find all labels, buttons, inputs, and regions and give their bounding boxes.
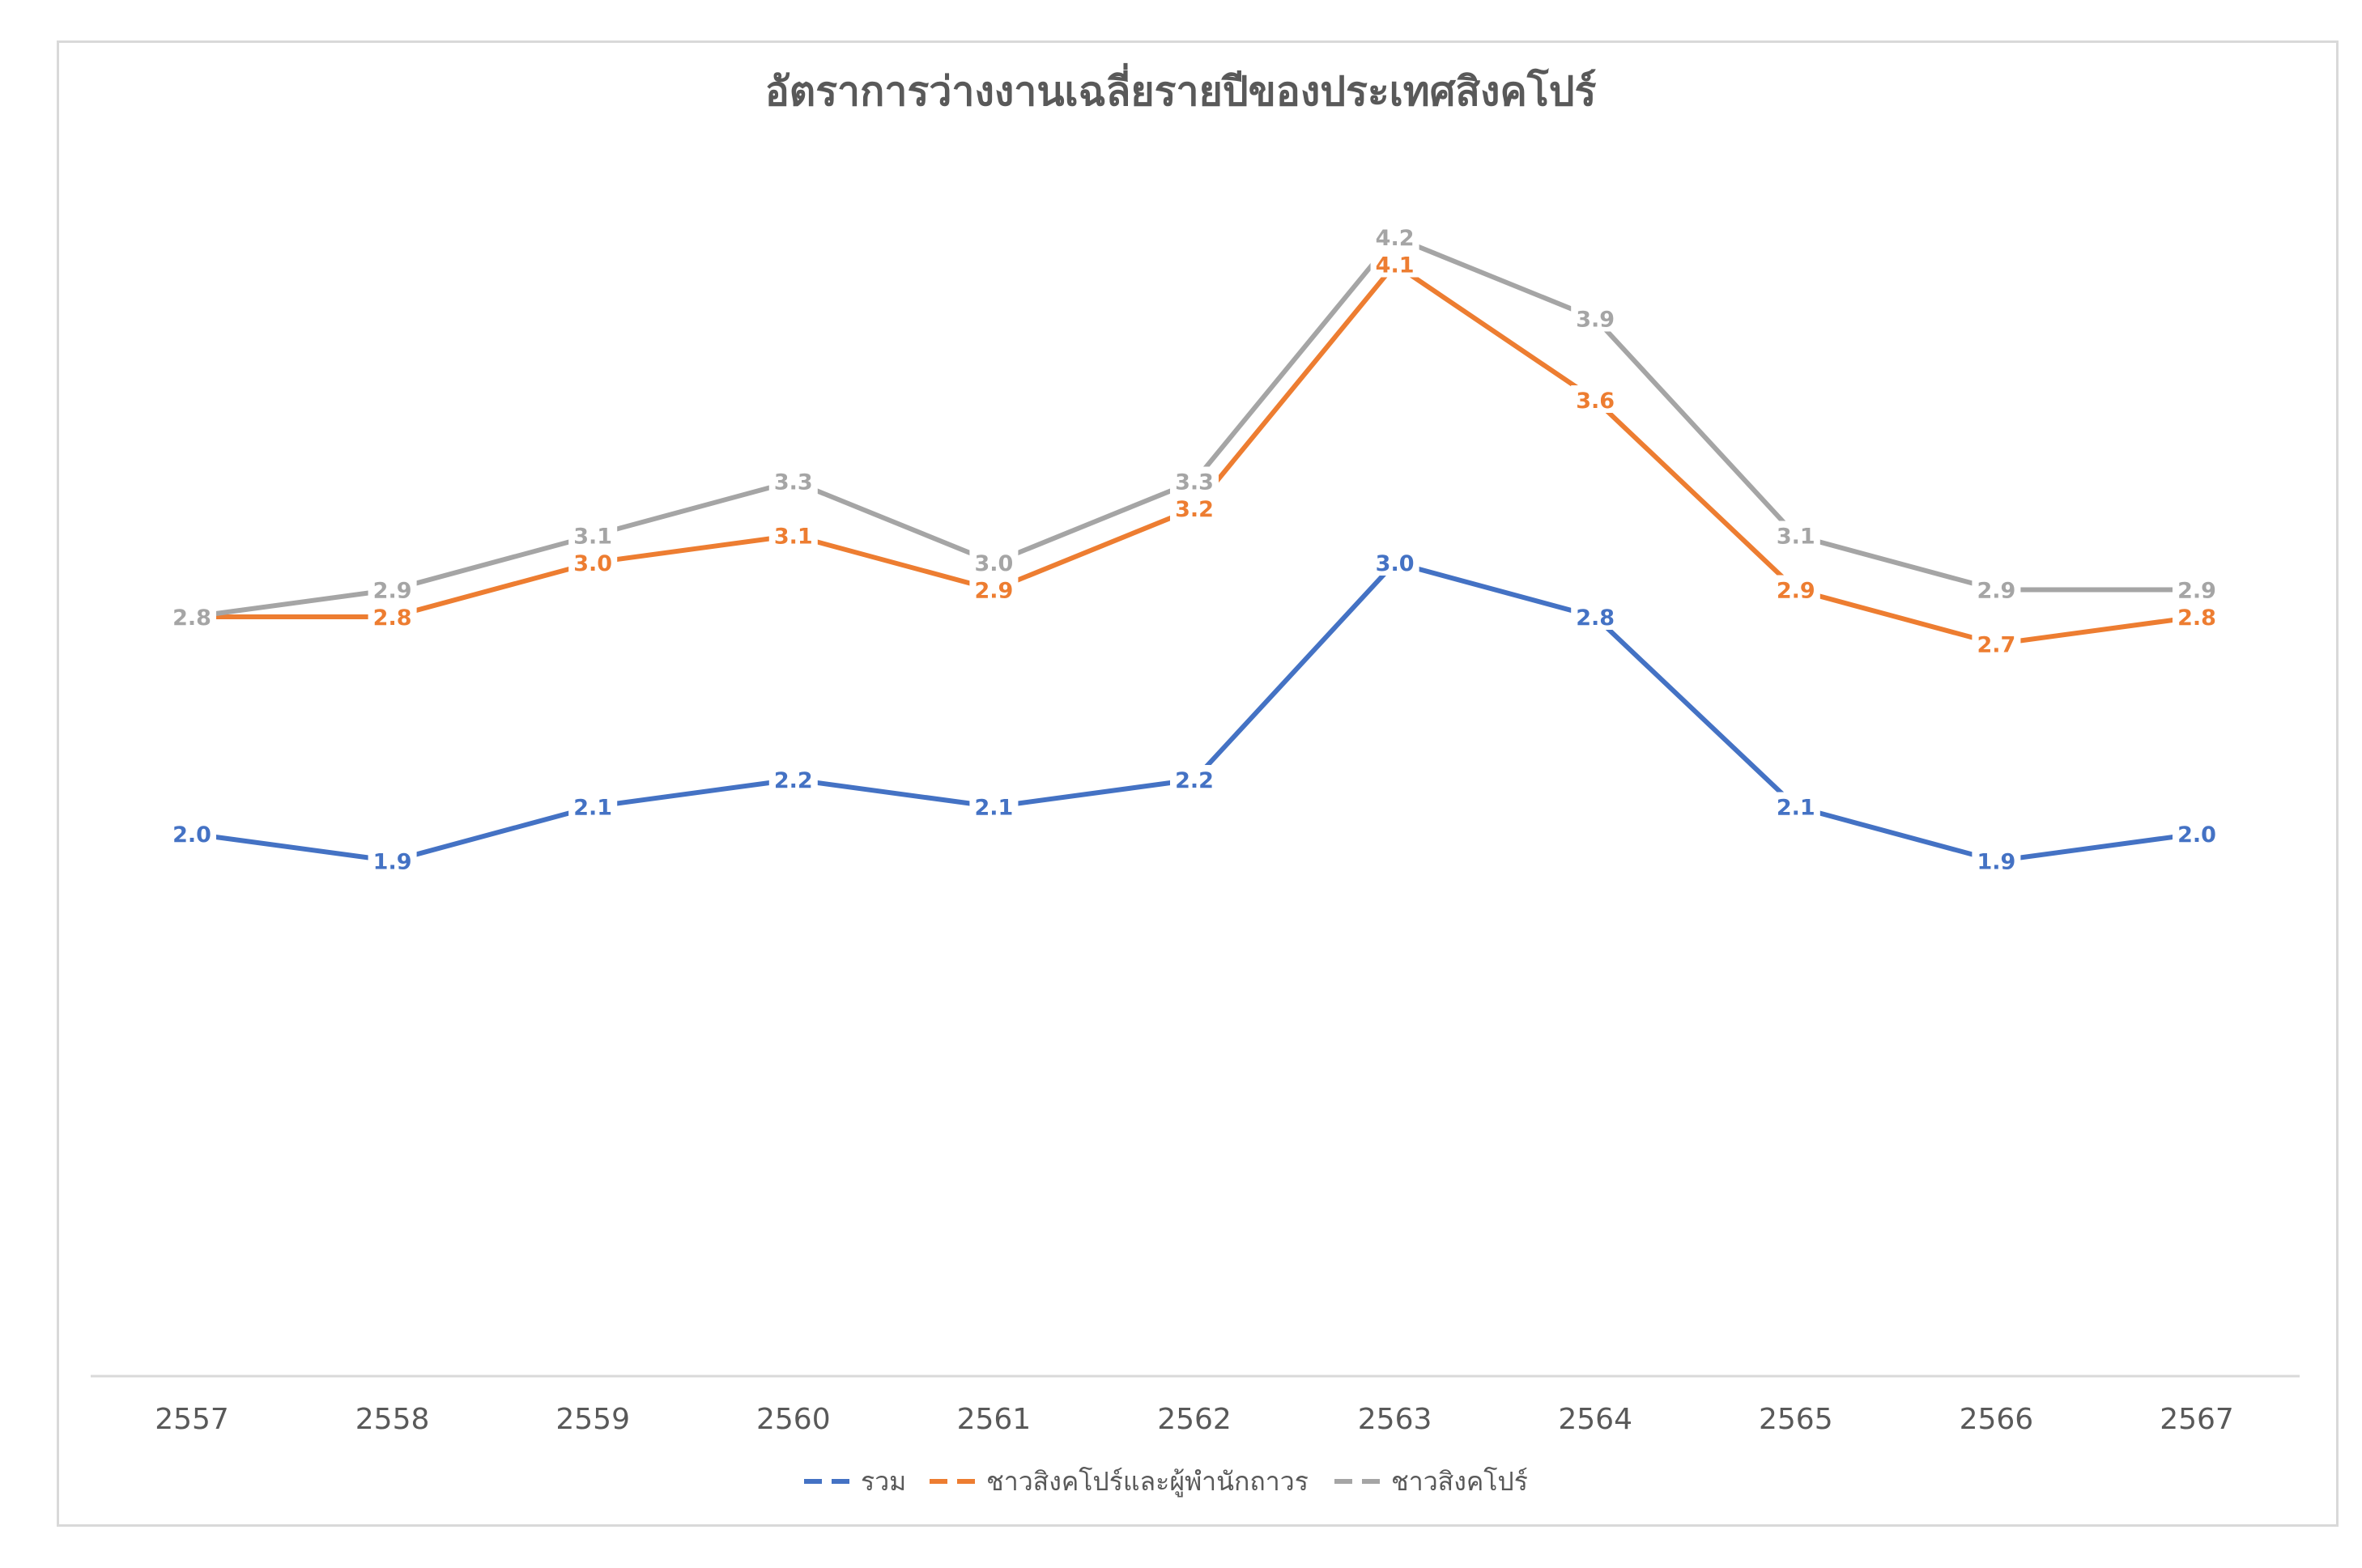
data-label-bg: [969, 548, 1019, 576]
x-tick-label-2562: 2562: [1157, 1403, 1232, 1436]
data-label-bg: [1170, 466, 1219, 495]
data-label-bg: [1370, 249, 1419, 278]
data-label-bg: [368, 575, 417, 603]
series-line-1: [189, 560, 2199, 864]
data-label-series-1-2561: 2.1: [974, 796, 1013, 821]
data-label-bg: [1972, 629, 2021, 657]
data-label-bg: [2173, 602, 2221, 630]
data-label-series-2-2567: 2.8: [2177, 606, 2216, 631]
x-tick-label-2558: 2558: [355, 1403, 430, 1436]
data-label-bg: [1571, 304, 1620, 332]
data-label-series-2-2562: 3.2: [1175, 497, 1214, 522]
data-label-bg: [1771, 521, 1820, 549]
data-label-series-1-2557: 2.0: [172, 822, 211, 848]
data-label-bg: [1170, 765, 1219, 792]
legend-item-1[interactable]: รวม: [804, 1466, 906, 1497]
x-tick-label-2560: 2560: [756, 1403, 831, 1436]
x-tick-label-2565: 2565: [1759, 1403, 1833, 1436]
data-label-bg: [568, 792, 618, 820]
data-label-series-3-2563: 4.2: [1376, 226, 1415, 251]
x-tick-label-2564: 2564: [1558, 1403, 1632, 1436]
legend-item-2[interactable]: ชาวสิงคโปร์และผู้พำนักถาวร: [930, 1466, 1309, 1498]
data-label-bg: [969, 792, 1019, 820]
data-label-series-1-2559: 2.1: [573, 796, 612, 821]
data-label-series-3-2567: 2.9: [2177, 579, 2216, 604]
legend-label: ชาวสิงคโปร์: [1391, 1466, 1528, 1497]
data-label-bg: [568, 548, 618, 576]
data-label-bg: [1771, 575, 1820, 603]
data-label-series-3-2559: 3.1: [573, 525, 612, 550]
data-label-bg: [368, 846, 417, 874]
data-label-series-1-2562: 2.2: [1175, 768, 1214, 793]
data-label-bg: [768, 521, 818, 549]
x-axis-tick-labels: 2557 2558 2559 2560 2561 2562 2563 2564 2565 2566…: [155, 1403, 2234, 1436]
data-label-series-3-2558: 2.9: [373, 579, 412, 604]
data-label-series-1-2564: 2.8: [1576, 606, 1615, 631]
data-label-bg: [168, 602, 216, 630]
legend-label: รวม: [861, 1466, 906, 1497]
data-label-series-2-2566: 2.7: [1977, 633, 2015, 658]
data-label-bg: [168, 819, 216, 847]
data-label-bg: [1170, 494, 1219, 521]
data-label-bg: [1972, 575, 2021, 603]
data-label-series-3-2562: 3.3: [1175, 470, 1214, 495]
data-label-series-1-2567: 2.0: [2177, 822, 2216, 848]
data-label-series-1-2566: 1.9: [1977, 850, 2015, 875]
data-label-bg: [1370, 223, 1419, 250]
data-label-series-1-2565: 2.1: [1777, 796, 1815, 821]
data-label-bg: [969, 575, 1019, 603]
series-line-3: [189, 235, 2199, 619]
data-label-series-3-2557: 2.8: [172, 606, 211, 631]
data-label-series-2-2560: 3.1: [774, 525, 813, 550]
data-label-bg: [1571, 602, 1620, 630]
legend-item-3[interactable]: ชาวสิงคโปร์: [1334, 1466, 1528, 1497]
x-tick-label-2567: 2567: [2160, 1403, 2234, 1436]
data-label-series-2-2563: 4.1: [1376, 253, 1415, 278]
data-label-series-1-2560: 2.2: [774, 768, 813, 793]
data-label-series-3-2565: 3.1: [1777, 525, 1815, 550]
data-label-series-3-2564: 3.9: [1576, 308, 1615, 333]
x-tick-label-2557: 2557: [155, 1403, 229, 1436]
data-label-series-3-2561: 3.0: [974, 551, 1013, 576]
data-label-bg: [2173, 575, 2221, 603]
x-tick-label-2563: 2563: [1358, 1403, 1432, 1436]
data-label-bg: [1571, 385, 1620, 413]
data-label-bg: [1972, 846, 2021, 874]
legend: รวม ชาวสิงคโปร์และผู้พำนักถาวร ชาวสิงคโปร์: [804, 1466, 1528, 1498]
data-label-bg: [768, 765, 818, 792]
data-label-series-2-2558: 2.8: [373, 606, 412, 631]
data-label-series-3-2566: 2.9: [1977, 579, 2015, 604]
chart-title: อัตราการว่างงานเฉลี่ยรายปีของประเทศสิงคโ…: [765, 63, 1597, 115]
x-tick-label-2561: 2561: [957, 1403, 1032, 1436]
data-label-bg: [2173, 819, 2221, 847]
x-tick-label-2559: 2559: [555, 1403, 630, 1436]
data-label-series-3-2560: 3.3: [774, 470, 813, 495]
data-label-series-1-2563: 3.0: [1376, 551, 1415, 576]
data-label-bg: [368, 602, 417, 630]
series-line-2: [189, 261, 2199, 647]
data-label-bg: [568, 521, 618, 549]
data-label-series-2-2559: 3.0: [573, 551, 612, 576]
data-label-series-1-2558: 1.9: [373, 850, 412, 875]
legend-label: ชาวสิงคโปร์และผู้พำนักถาวร: [986, 1466, 1309, 1498]
data-label-series-2-2561: 2.9: [974, 579, 1013, 604]
data-label-bg: [1370, 548, 1419, 576]
data-label-bg: [768, 466, 818, 495]
x-tick-label-2566: 2566: [1960, 1403, 2034, 1436]
data-label-series-2-2565: 2.9: [1777, 579, 1815, 604]
data-label-layer: 2.0 1.9 2.1 2.2 2.1 2.2 3.0 2.8 2.1 1.9 2.0 2.8 2.8 3…: [168, 223, 2221, 875]
data-label-series-2-2564: 3.6: [1576, 389, 1615, 414]
data-label-bg: [1771, 792, 1820, 820]
